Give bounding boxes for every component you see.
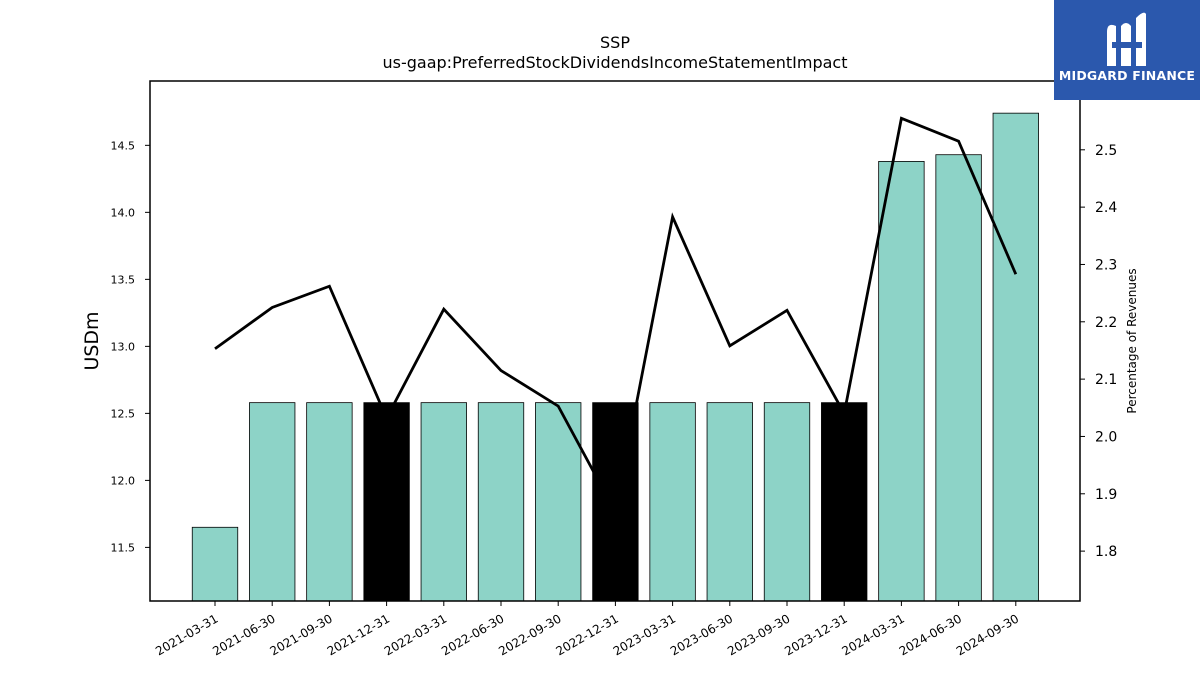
x-tick-label: 2023-12-31 [782,611,849,658]
x-tick-label: 2023-03-31 [611,611,678,658]
x-tick-label: 2022-03-31 [382,611,449,658]
y-tick-label: 12.0 [111,474,136,487]
bar-2022-09-30 [535,402,582,602]
x-tick-label: 2023-06-30 [668,611,735,658]
y-tick-label: 14.0 [111,206,136,219]
chart-subtitle: us-gaap:PreferredStockDividendsIncomeSta… [383,53,848,72]
x-tick-label: 2023-09-30 [725,611,792,658]
y-tick-label: 14.5 [111,139,136,152]
bar-2022-06-30 [477,402,525,602]
logo-text: MIDGARD FINANCE [1058,68,1196,83]
y2-tick-label: 2.2 [1095,315,1117,331]
bar-2024-06-30 [935,154,982,602]
bar-2023-03-31 [649,402,696,602]
bar-2023-06-30 [706,402,753,602]
x-axis-ticks: 2021-03-312021-06-302021-09-302021-12-31… [153,601,1021,658]
y2-tick-label: 2.5 [1095,143,1117,159]
y2-tick-label: 1.8 [1095,544,1117,560]
x-tick-label: 2021-06-30 [210,611,277,658]
line-group [214,116,1018,517]
chart-title: SSP [600,33,630,52]
y2-tick-label: 2.3 [1095,257,1117,273]
y-tick-label: 11.5 [111,541,136,554]
y2-tick-label: 2.4 [1095,200,1117,216]
y-tick-label: 13.0 [111,340,136,353]
x-tick-label: 2024-09-30 [954,611,1021,658]
y2-axis-label: Percentage of Revenues [1125,268,1139,413]
y-axis-label: USDm [81,311,103,370]
bar-2021-12-31 [363,402,410,602]
x-tick-label: 2021-03-31 [153,611,220,658]
bar-2022-03-31 [420,402,467,602]
logo: MIDGARD FINANCE [1054,0,1200,100]
x-tick-label: 2024-06-30 [897,611,964,658]
bar-2021-03-31 [191,526,239,602]
bar-2023-09-30 [763,402,811,602]
x-tick-label: 2021-09-30 [267,611,334,658]
percentage-line [214,116,1018,517]
bar-2024-03-31 [878,161,925,602]
x-tick-label: 2021-12-31 [325,611,392,658]
bar-2021-06-30 [249,402,296,602]
x-tick-label: 2022-12-31 [553,611,620,658]
y-tick-label: 13.5 [111,273,136,286]
bar-2023-12-31 [821,402,868,602]
midgard-logo-icon [1107,12,1146,67]
y2-tick-label: 2.1 [1095,372,1117,388]
right-axis-ticks: 1.8 1.9 2.0 2.1 2.2 2.3 2.4 2.5 [1080,143,1117,560]
bar-2024-09-30 [992,112,1039,602]
x-tick-label: 2024-03-31 [839,611,906,658]
y-tick-label: 12.5 [111,407,136,420]
x-tick-label: 2022-06-30 [439,611,506,658]
y2-tick-label: 1.9 [1095,487,1117,503]
y2-tick-label: 2.0 [1095,429,1117,445]
bars-group [191,112,1039,602]
bar-2021-09-30 [306,402,353,602]
x-tick-label: 2022-09-30 [496,611,563,658]
left-axis-ticks: 11.5 12.0 12.5 13.0 13.5 14.0 14.5 [111,139,150,554]
